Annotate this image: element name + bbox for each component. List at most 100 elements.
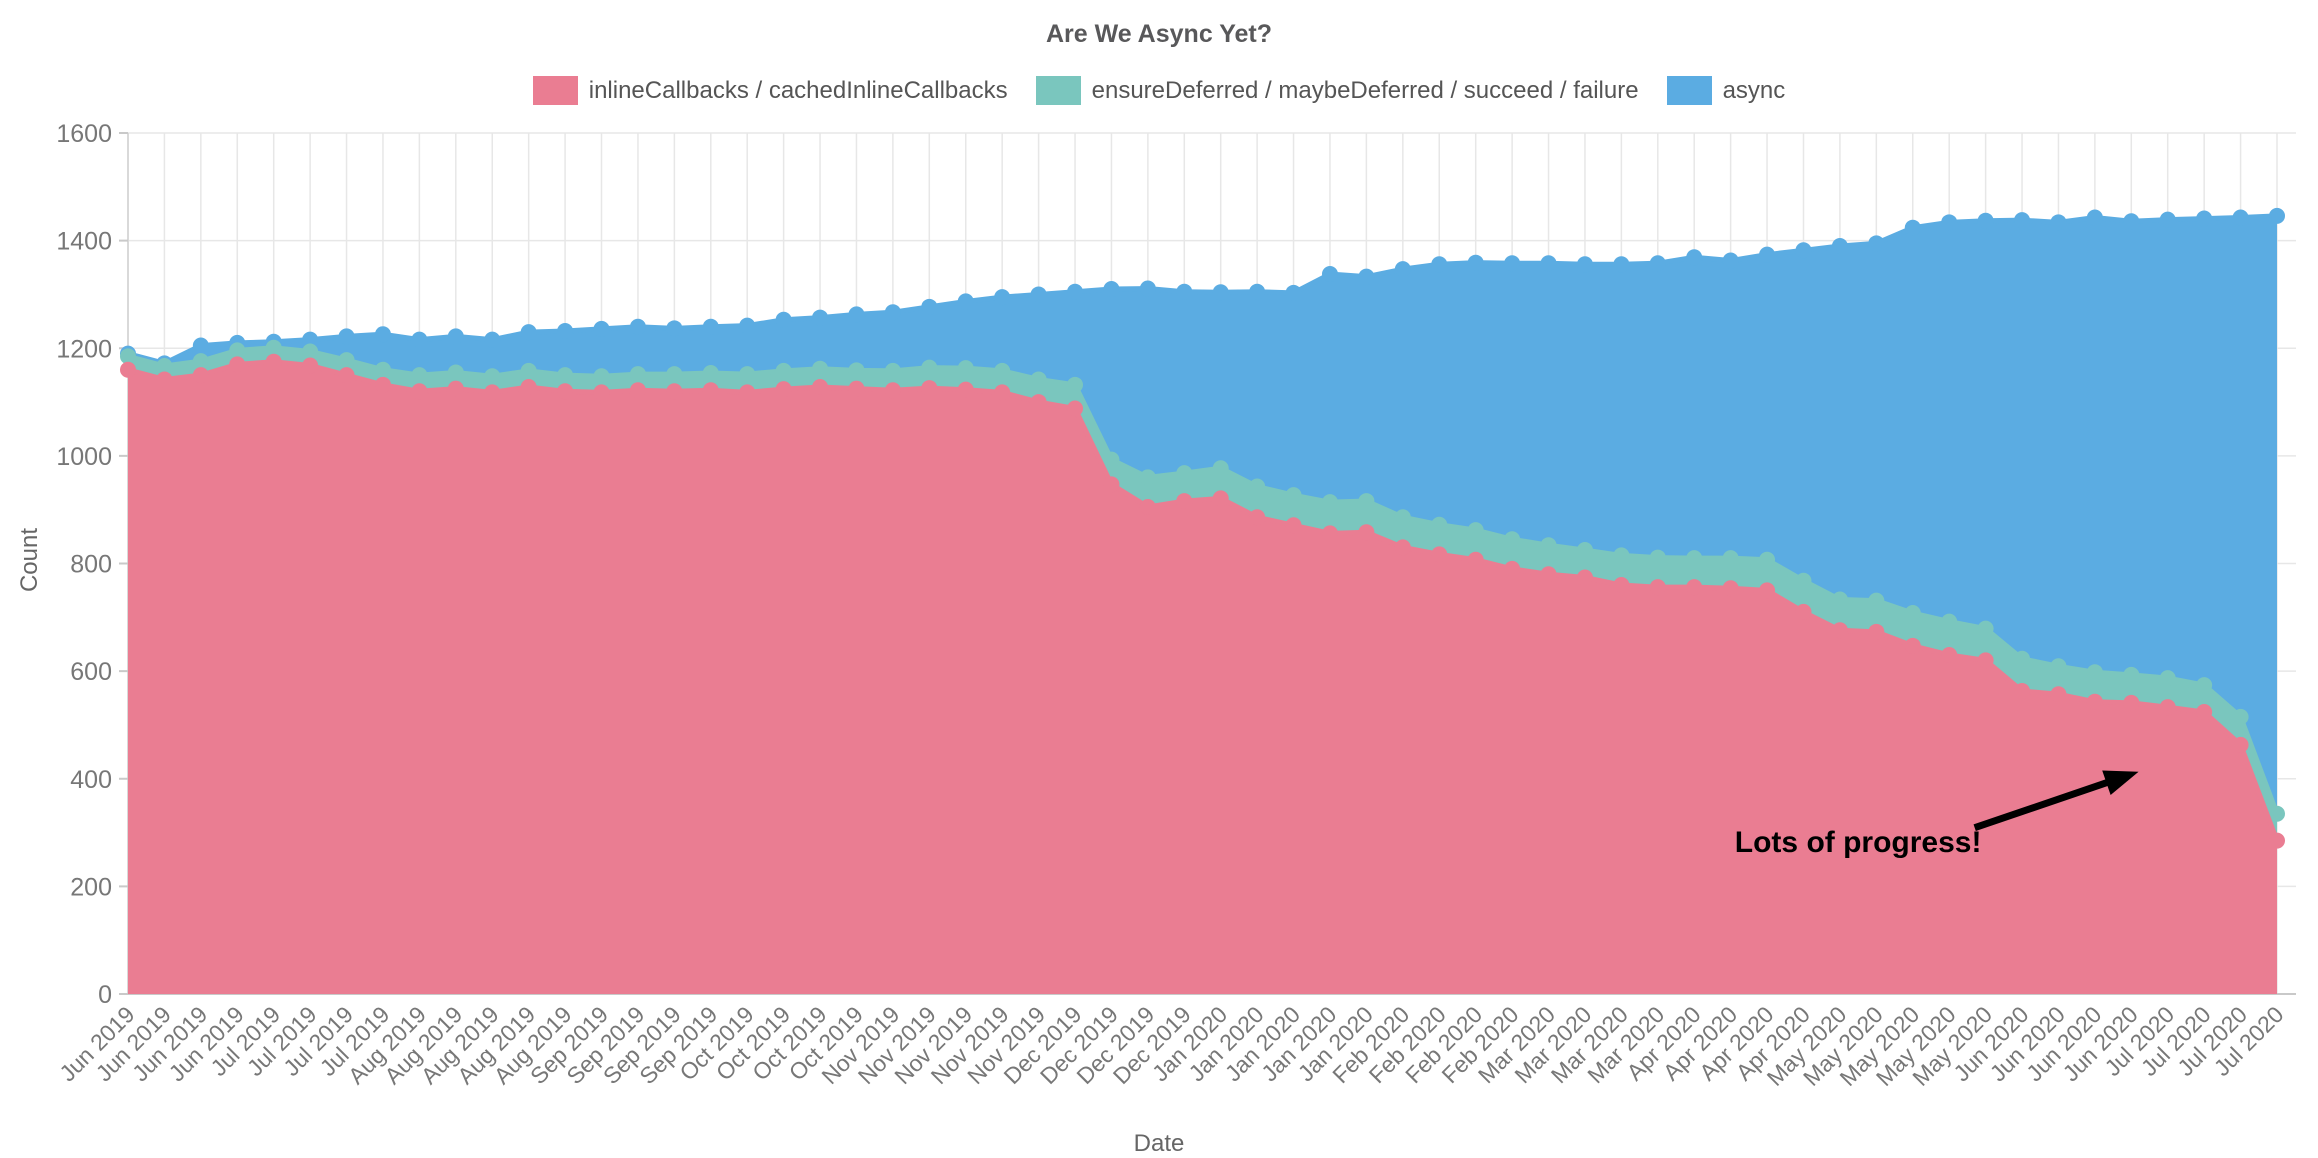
point-marker [2232, 708, 2249, 725]
annotation-text: Lots of progress! [1735, 826, 1982, 859]
point-marker [1394, 539, 1411, 556]
point-marker [1649, 255, 1666, 272]
point-marker [739, 366, 756, 383]
point-marker [1467, 254, 1484, 271]
point-marker [484, 368, 501, 385]
point-marker [1467, 522, 1484, 539]
point-marker [1067, 376, 1084, 393]
y-tick-label: 600 [70, 658, 112, 686]
point-marker [2123, 694, 2140, 711]
point-marker [812, 378, 829, 395]
point-marker [593, 320, 610, 337]
point-marker [1139, 280, 1156, 297]
point-marker [629, 318, 646, 335]
point-marker [2050, 658, 2067, 675]
point-marker [994, 362, 1011, 379]
point-marker [557, 383, 574, 400]
y-tick-label: 1600 [56, 120, 112, 148]
point-marker [702, 365, 719, 382]
point-marker [1249, 283, 1266, 300]
point-marker [1504, 560, 1521, 577]
point-marker [520, 324, 537, 341]
point-marker [629, 382, 646, 399]
point-marker [229, 356, 246, 373]
point-marker [1941, 613, 1958, 630]
point-marker [2050, 214, 2067, 231]
point-marker [1431, 546, 1448, 563]
point-marker [1904, 219, 1921, 236]
point-marker [1722, 252, 1739, 269]
point-marker [1212, 490, 1229, 507]
point-marker [1030, 286, 1047, 303]
y-tick-label: 1400 [56, 228, 112, 256]
point-marker [957, 360, 974, 377]
point-marker [1613, 547, 1630, 564]
point-marker [374, 326, 391, 343]
point-marker [2232, 736, 2249, 753]
point-marker [1686, 550, 1703, 567]
line-series-2 [120, 207, 2285, 372]
point-marker [1831, 238, 1848, 255]
point-marker [812, 360, 829, 377]
point-marker [1831, 622, 1848, 639]
point-marker [1795, 603, 1812, 620]
point-marker [1030, 371, 1047, 388]
point-marker [921, 359, 938, 376]
legend-label-ensuredeferred: ensureDeferred / maybeDeferred / succeed… [1091, 76, 1639, 104]
point-marker [2269, 805, 2285, 822]
point-marker [156, 371, 173, 388]
point-marker [994, 384, 1011, 401]
point-marker [2123, 213, 2140, 230]
annotation-arrow-line [1973, 774, 2123, 832]
legend-item-ensuredeferred[interactable]: ensureDeferred / maybeDeferred / succeed… [1035, 76, 1639, 105]
point-marker [2014, 212, 2031, 229]
point-marker [2269, 207, 2285, 224]
point-marker [338, 328, 355, 345]
point-marker [1067, 283, 1084, 300]
legend-swatch-ensuredeferred [1035, 76, 1081, 105]
point-marker [921, 380, 938, 397]
point-marker [1467, 551, 1484, 568]
point-marker [629, 366, 646, 383]
point-marker [192, 353, 209, 370]
point-marker [1759, 582, 1776, 599]
point-marker [1067, 400, 1084, 417]
chart-legend: inlineCallbacks / cachedInlineCallbacks … [0, 76, 2318, 105]
y-tick-label: 1000 [56, 443, 112, 471]
y-tick-label: 200 [70, 873, 112, 901]
point-marker [1176, 493, 1193, 510]
point-marker [1613, 577, 1630, 594]
point-marker [1103, 281, 1120, 298]
point-marker [1394, 261, 1411, 278]
legend-item-inlinecallbacks[interactable]: inlineCallbacks / cachedInlineCallbacks [532, 76, 1008, 105]
point-marker [1686, 579, 1703, 596]
point-marker [192, 337, 209, 354]
legend-label-inlinecallbacks: inlineCallbacks / cachedInlineCallbacks [588, 76, 1008, 104]
point-marker [775, 381, 792, 398]
point-marker [1321, 525, 1338, 542]
point-marker [1868, 592, 1885, 609]
y-axis-tick-labels: 0 200 400 600 800 1000 1200 1400 1600 [56, 120, 112, 1009]
point-marker [1176, 465, 1193, 482]
point-marker [1977, 212, 1994, 229]
point-marker [1977, 652, 1994, 669]
point-marker [1759, 551, 1776, 568]
point-marker [848, 306, 865, 323]
point-marker [2159, 670, 2176, 687]
point-marker [1868, 623, 1885, 640]
point-marker [884, 362, 901, 379]
x-axis-title: Date [1133, 1130, 1185, 1157]
point-marker [2159, 211, 2176, 228]
annotation-arrowhead-icon [2102, 770, 2139, 796]
point-marker [1431, 256, 1448, 273]
point-marker [2050, 686, 2067, 703]
point-marker [1576, 569, 1593, 586]
legend-item-async[interactable]: async [1666, 76, 1785, 105]
legend-swatch-inlinecallbacks [532, 76, 578, 105]
point-marker [1722, 550, 1739, 567]
point-marker [666, 383, 683, 400]
point-marker [1977, 620, 1994, 637]
point-marker [374, 376, 391, 393]
